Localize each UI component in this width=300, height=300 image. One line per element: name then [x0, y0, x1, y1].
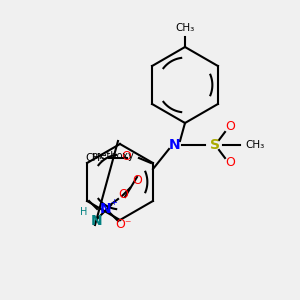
- Text: N: N: [91, 214, 103, 228]
- Text: CH₃: CH₃: [245, 140, 264, 150]
- Text: O: O: [121, 149, 131, 163]
- Text: +: +: [110, 198, 117, 207]
- Text: O: O: [225, 121, 235, 134]
- Text: S: S: [210, 138, 220, 152]
- Text: O⁻: O⁻: [115, 218, 131, 232]
- Text: CH₃: CH₃: [176, 23, 195, 33]
- Text: O: O: [132, 175, 142, 188]
- Text: N: N: [169, 138, 181, 152]
- Text: O: O: [225, 157, 235, 169]
- Text: CH₃: CH₃: [86, 153, 105, 163]
- Text: N: N: [99, 202, 111, 216]
- Text: methoxy: methoxy: [92, 151, 134, 161]
- Text: H: H: [80, 207, 87, 217]
- Text: O: O: [118, 188, 128, 202]
